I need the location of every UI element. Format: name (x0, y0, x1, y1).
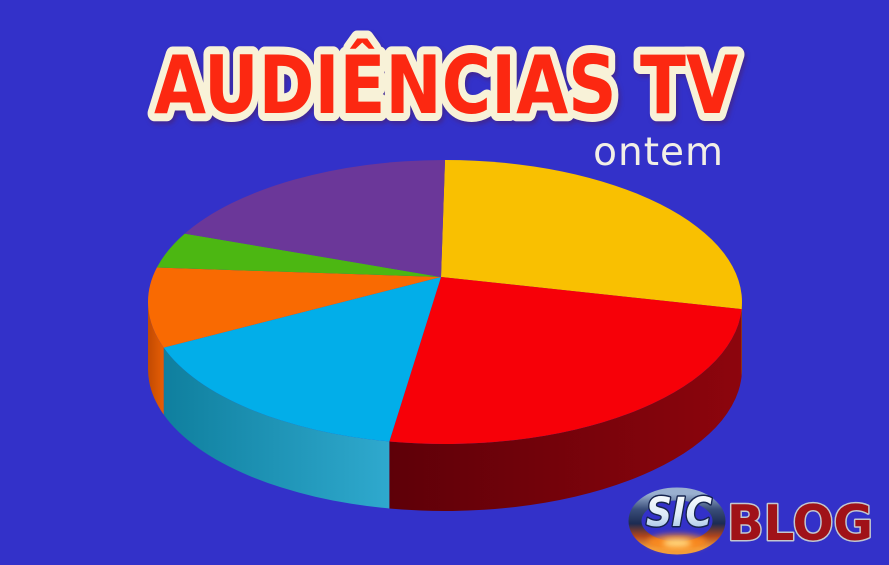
title-banner: AUDIÊNCIAS TV (146, 30, 746, 140)
pie-slice-red (389, 277, 742, 444)
sic-logo-icon: SIC (628, 487, 726, 555)
pie-side-faces (148, 302, 742, 511)
sic-wordmark: SIC (646, 490, 712, 536)
pie-slice-cyan (163, 277, 441, 442)
pie-slice-orange (147, 267, 441, 348)
pie-slice-green (156, 233, 441, 277)
sic-blog-logo: SIC BLOG (628, 487, 875, 555)
pie-slice-orange-side (148, 302, 164, 415)
pie-slice-red-side (389, 309, 742, 511)
pie-slice-yellow (441, 160, 742, 310)
blog-wordmark: BLOG (727, 495, 873, 552)
pie-slice-purple (184, 160, 446, 277)
pie-slice-cyan-side (163, 347, 390, 509)
page-title: AUDIÊNCIAS TV (154, 38, 738, 132)
subtitle: ontem (593, 130, 724, 175)
pie-top-faces (147, 160, 742, 444)
